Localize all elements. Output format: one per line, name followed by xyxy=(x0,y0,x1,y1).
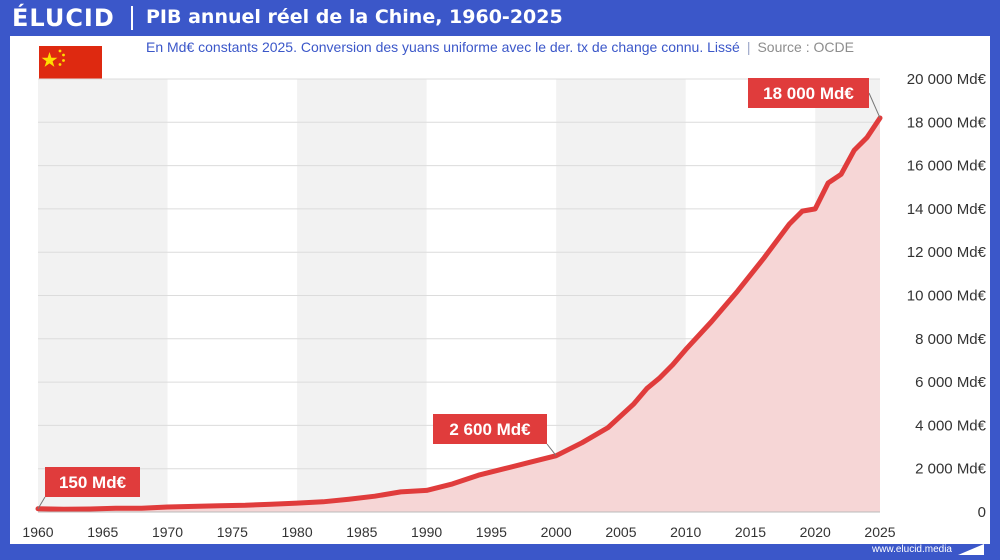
data-point xyxy=(192,505,194,507)
y-tick-label: 18 000 Md€ xyxy=(907,114,987,131)
header-divider xyxy=(131,6,133,30)
data-point xyxy=(633,403,635,405)
y-tick-label: 14 000 Md€ xyxy=(907,201,987,218)
data-point xyxy=(801,210,803,212)
data-point xyxy=(607,427,609,429)
data-point xyxy=(672,364,674,366)
data-point xyxy=(477,474,479,476)
data-point xyxy=(581,442,583,444)
data-point xyxy=(737,290,739,292)
y-tick-label: 0 xyxy=(978,504,986,521)
data-point xyxy=(827,182,829,184)
y-tick-label: 12 000 Md€ xyxy=(907,244,987,261)
data-point xyxy=(115,507,117,509)
x-tick-label: 2025 xyxy=(864,524,895,540)
data-point xyxy=(503,468,505,470)
x-tick-label: 2000 xyxy=(541,524,572,540)
callout-leader xyxy=(546,443,557,457)
data-label: 2 600 Md€ xyxy=(449,420,531,439)
data-point xyxy=(762,258,764,260)
x-tick-label: 2015 xyxy=(735,524,766,540)
data-point xyxy=(529,461,531,463)
data-point xyxy=(426,489,428,491)
y-tick-label: 6 000 Md€ xyxy=(915,374,987,391)
source-label: Source : OCDE xyxy=(757,39,854,55)
data-point xyxy=(788,223,790,225)
data-point xyxy=(348,498,350,500)
data-point xyxy=(866,136,868,138)
elucid-logo[interactable]: ÉLUCID xyxy=(12,4,115,32)
chart-subtitle: En Md€ constants 2025. Conversion des yu… xyxy=(146,39,854,55)
data-point xyxy=(89,508,91,510)
footer-url[interactable]: www.elucid.media xyxy=(871,544,952,555)
data-point xyxy=(270,503,272,505)
y-tick-label: 8 000 Md€ xyxy=(915,331,987,348)
data-point xyxy=(218,505,220,507)
chart-title: PIB annuel réel de la Chine, 1960-2025 xyxy=(146,6,563,28)
callout-box xyxy=(45,467,140,497)
data-point xyxy=(452,483,454,485)
gdp-area xyxy=(38,118,880,512)
x-tick-label: 1990 xyxy=(411,524,442,540)
gdp-series-line xyxy=(35,115,883,512)
subtitle-separator: | xyxy=(746,39,751,55)
callout-leader xyxy=(37,496,46,510)
x-tick-label: 1965 xyxy=(87,524,118,540)
data-label: 18 000 Md€ xyxy=(763,84,854,103)
y-tick-label: 16 000 Md€ xyxy=(907,158,987,175)
x-tick-label: 1985 xyxy=(346,524,377,540)
data-point xyxy=(167,506,169,508)
data-point xyxy=(711,320,713,322)
y-tick-label: 2 000 Md€ xyxy=(915,461,987,478)
data-point xyxy=(63,508,65,510)
data-point xyxy=(322,501,324,503)
x-tick-label: 1960 xyxy=(22,524,53,540)
data-point xyxy=(646,388,648,390)
data-point xyxy=(814,208,816,210)
callout-box xyxy=(748,78,869,108)
data-point xyxy=(244,504,246,506)
y-tick-label: 20 000 Md€ xyxy=(907,71,987,88)
data-point xyxy=(840,173,842,175)
data-point xyxy=(853,149,855,151)
x-tick-label: 2010 xyxy=(670,524,701,540)
data-point xyxy=(685,349,687,351)
data-point xyxy=(400,491,402,493)
y-tick-label: 10 000 Md€ xyxy=(907,288,987,305)
data-point xyxy=(659,377,661,379)
data-point xyxy=(374,495,376,497)
subtitle-text: En Md€ constants 2025. Conversion des yu… xyxy=(146,39,740,55)
x-tick-label: 1975 xyxy=(217,524,248,540)
data-label: 150 Md€ xyxy=(59,473,127,492)
y-tick-label: 4 000 Md€ xyxy=(915,417,987,434)
callout-leader xyxy=(868,92,881,119)
data-point xyxy=(141,507,143,509)
elucid-mark-icon xyxy=(958,544,984,555)
x-tick-label: 1970 xyxy=(152,524,183,540)
data-point xyxy=(296,502,298,504)
header-bar: ÉLUCID PIB annuel réel de la Chine, 1960… xyxy=(0,0,1000,36)
callout-box xyxy=(433,414,547,444)
x-tick-label: 1995 xyxy=(476,524,507,540)
x-tick-label: 1980 xyxy=(281,524,312,540)
x-tick-label: 2005 xyxy=(605,524,636,540)
x-tick-label: 2020 xyxy=(800,524,831,540)
